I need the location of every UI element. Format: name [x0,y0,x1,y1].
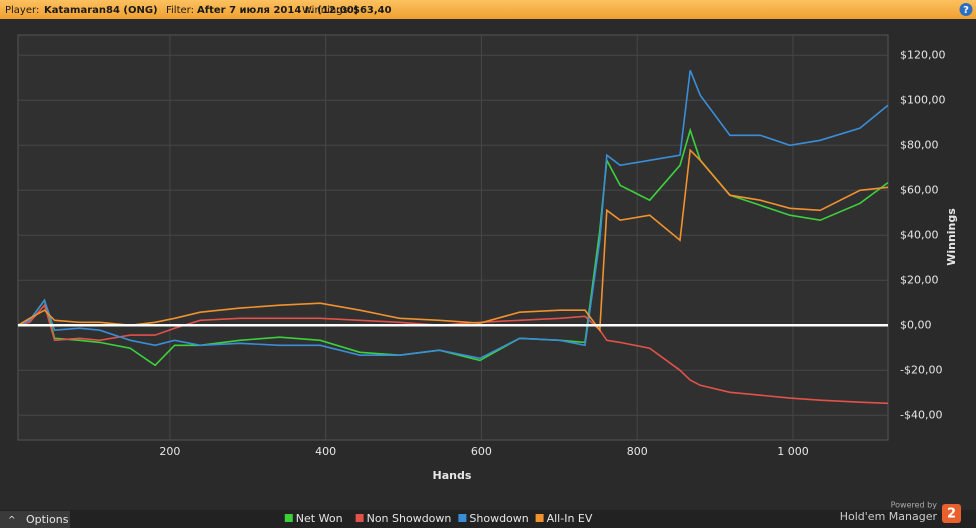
y-tick-label: -$20,00 [900,363,942,376]
legend-label: Non Showdown [367,512,452,525]
y-axis-label: Winnings [945,208,958,266]
help-text[interactable]: ? [963,5,969,16]
y-tick-label: $120,00 [900,48,946,61]
winnings: $63,40 [353,5,392,16]
x-tick-label: 800 [627,445,648,458]
player-label: Player: [5,5,39,16]
y-tick-label: $80,00 [900,138,939,151]
winnings-label: Winnings: [302,5,351,16]
y-tick-label: $60,00 [900,183,939,196]
x-tick-label: 1 000 [777,445,809,458]
series-line [17,148,889,333]
y-tick-label: $0,00 [900,318,932,331]
player: Katamaran84 (ONG) [44,5,158,16]
brand: Hold'em Manager [840,510,938,523]
filter: After 7 июля 2014 г. (12:00) [197,5,358,16]
footer-bar [0,510,976,528]
y-tick-label: $40,00 [900,228,939,241]
powered-by: Powered by [891,501,938,510]
legend-label: Net Won [296,512,343,525]
header-bar [0,0,976,19]
legend-swatch [535,514,544,522]
legend: Net Won Non Showdown Showdown All-In EV [284,512,593,525]
legend-label: Showdown [469,512,528,525]
y-tick-label: $100,00 [900,93,946,106]
filter-label: Filter: [166,5,194,16]
x-tick-label: 600 [471,445,492,458]
help-icon[interactable] [959,3,973,16]
options-arrow[interactable]: ^ [8,516,16,526]
x-axis-label: Hands [433,469,472,482]
series-line [17,70,889,360]
legend-swatch [355,514,364,522]
plot-area [17,34,889,441]
legend-swatch [458,514,467,522]
brand-badge [942,504,961,523]
legend-swatch [284,514,293,522]
y-tick-label: -$40,00 [900,408,942,421]
x-tick-label: 200 [159,445,180,458]
options-text[interactable]: Options [26,513,69,526]
legend-label: All-In EV [547,512,593,525]
series-line [17,303,889,405]
brand-badge-text: 2 [947,507,956,522]
y-tick-label: $20,00 [900,273,939,286]
options-button[interactable] [0,511,70,528]
x-tick-label: 400 [315,445,336,458]
